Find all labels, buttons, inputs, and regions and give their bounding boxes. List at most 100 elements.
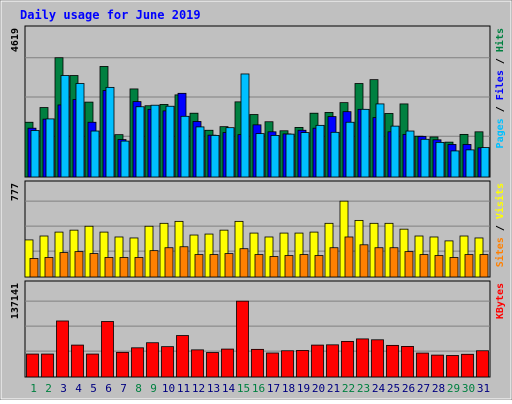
legend-item-files: Files	[494, 70, 506, 100]
chart-title: Daily usage for June 2019	[20, 8, 201, 22]
bar-kbytes-day-27	[416, 352, 429, 378]
legend-separator: /	[495, 219, 506, 237]
bar-visits-day-6	[99, 231, 109, 278]
bar-sites-day-15	[239, 248, 249, 278]
bar-kbytes-day-5	[86, 353, 99, 378]
x-tick-day-5: 5	[90, 382, 97, 395]
bar-kbytes-day-30	[461, 353, 474, 378]
bar-kbytes-day-2	[41, 353, 54, 378]
bar-sites-day-14	[224, 253, 234, 278]
legend-item-sites: Sites	[494, 237, 506, 267]
bar-kbytes-day-20	[311, 344, 324, 378]
bar-pages-day-21	[330, 131, 340, 178]
x-tick-day-22: 22	[342, 382, 355, 395]
x-tick-day-1: 1	[30, 382, 37, 395]
x-tick-day-19: 19	[297, 382, 310, 395]
bar-sites-day-28	[434, 255, 444, 278]
x-tick-day-11: 11	[177, 382, 190, 395]
bar-sites-day-31	[479, 254, 489, 278]
bar-kbytes-day-6	[101, 321, 114, 378]
bar-sites-day-13	[209, 254, 219, 278]
bar-sites-day-23	[359, 244, 369, 278]
y-max-label-bottom: 137141	[10, 283, 21, 319]
bar-kbytes-day-31	[476, 350, 489, 378]
legend-item-kbytes: KBytes	[495, 283, 506, 319]
bar-kbytes-day-10	[161, 346, 174, 378]
bar-kbytes-day-25	[386, 344, 399, 378]
bar-pages-day-12	[195, 126, 205, 178]
bar-kbytes-day-22	[341, 340, 354, 378]
x-tick-day-17: 17	[267, 382, 280, 395]
x-tick-day-26: 26	[402, 382, 415, 395]
bar-pages-day-20	[315, 124, 325, 178]
legend-item-visits: Visits	[494, 183, 506, 219]
bar-sites-day-26	[404, 251, 414, 278]
bar-pages-day-1	[30, 130, 40, 178]
bar-sites-day-6	[104, 257, 114, 278]
bar-kbytes-day-8	[131, 347, 144, 378]
bar-kbytes-day-18	[281, 350, 294, 378]
bar-pages-day-26	[405, 130, 415, 178]
bar-pages-day-25	[390, 125, 400, 178]
bar-kbytes-day-23	[356, 338, 369, 378]
x-tick-day-28: 28	[432, 382, 445, 395]
x-tick-day-24: 24	[372, 382, 386, 395]
bar-sites-day-5	[89, 253, 99, 278]
bar-pages-day-11	[180, 115, 190, 178]
bar-sites-day-24	[374, 247, 384, 278]
bar-visits-day-2	[39, 235, 49, 278]
bar-kbytes-day-1	[26, 353, 39, 378]
bar-sites-day-21	[329, 247, 339, 278]
x-tick-day-14: 14	[222, 382, 236, 395]
legend-middle: Sites / Visits	[494, 183, 506, 267]
bar-sites-day-7	[119, 257, 129, 278]
x-tick-day-21: 21	[327, 382, 340, 395]
bar-pages-day-7	[120, 140, 130, 178]
bar-pages-day-17	[270, 135, 280, 178]
bar-sites-day-27	[419, 254, 429, 278]
bar-pages-day-22	[345, 121, 355, 178]
x-tick-day-12: 12	[192, 382, 205, 395]
bar-pages-day-30	[465, 149, 475, 178]
bar-pages-day-27	[420, 138, 430, 178]
x-tick-day-9: 9	[150, 382, 157, 395]
bar-pages-day-16	[255, 133, 265, 178]
x-tick-day-16: 16	[252, 382, 265, 395]
bar-kbytes-day-12	[191, 349, 204, 378]
bar-visits-day-20	[309, 231, 319, 278]
bar-kbytes-day-13	[206, 352, 219, 378]
bar-sites-day-22	[344, 236, 354, 278]
bar-sites-day-4	[74, 251, 84, 278]
x-tick-day-8: 8	[135, 382, 142, 395]
x-tick-day-10: 10	[162, 382, 175, 395]
x-tick-day-31: 31	[477, 382, 490, 395]
bar-pages-day-5	[90, 130, 100, 178]
bar-sites-day-17	[269, 256, 279, 278]
bar-sites-day-1	[29, 258, 39, 278]
bar-kbytes-day-15	[236, 300, 249, 378]
x-tick-day-15: 15	[237, 382, 250, 395]
x-tick-day-2: 2	[45, 382, 52, 395]
bar-pages-day-24	[375, 103, 385, 178]
legend-separator: /	[495, 100, 506, 118]
bar-kbytes-day-4	[71, 344, 84, 378]
x-tick-day-25: 25	[387, 382, 400, 395]
x-tick-day-7: 7	[120, 382, 127, 395]
bar-pages-day-14	[225, 127, 235, 178]
x-tick-day-18: 18	[282, 382, 295, 395]
legend-item-pages: Pages	[495, 118, 506, 148]
bar-sites-day-3	[59, 252, 69, 278]
bar-pages-day-13	[210, 135, 220, 178]
x-tick-day-6: 6	[105, 382, 112, 395]
bar-kbytes-day-24	[371, 339, 384, 378]
bar-kbytes-day-21	[326, 344, 339, 378]
legend-separator: /	[495, 52, 506, 70]
y-max-label-middle: 777	[10, 183, 21, 201]
x-tick-day-13: 13	[207, 382, 220, 395]
bar-pages-day-15	[240, 73, 250, 178]
bar-pages-day-19	[300, 132, 310, 178]
legend-item-hits: Hits	[494, 28, 506, 52]
